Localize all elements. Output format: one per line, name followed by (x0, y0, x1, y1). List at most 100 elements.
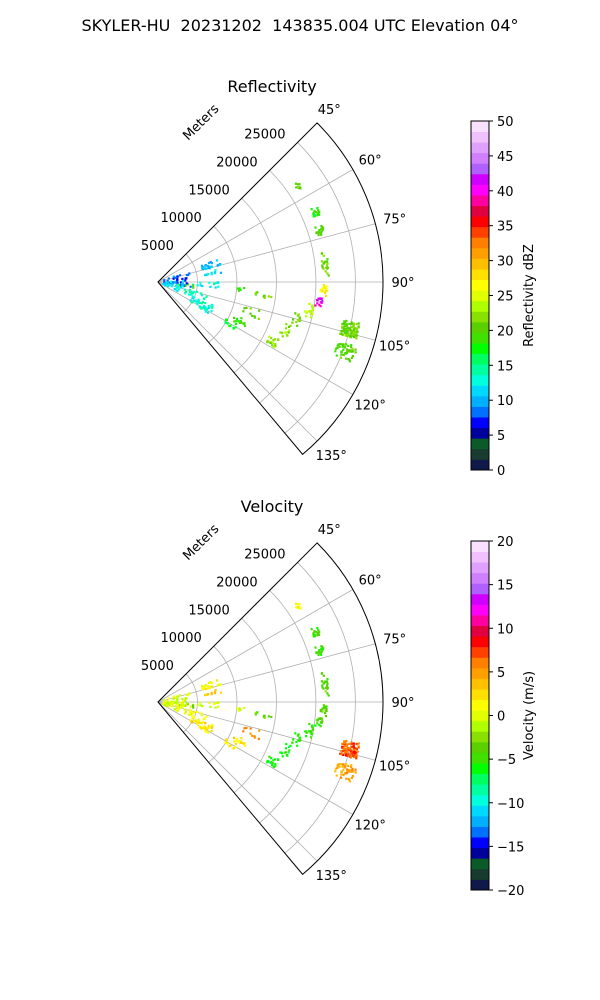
echo-gate (315, 651, 318, 655)
echo-gate (317, 653, 320, 657)
echo-gate (345, 351, 349, 355)
echo-gate (311, 308, 315, 311)
echo-gate (319, 288, 322, 292)
echo-gate (322, 674, 325, 677)
echo-gate (273, 758, 276, 761)
echo-gate (348, 360, 351, 363)
echo-gate (307, 730, 311, 733)
echo-gate (353, 326, 356, 330)
echo-gate (191, 721, 194, 724)
echo-gate (340, 353, 343, 356)
echo-gate (318, 210, 321, 213)
echo-gate (199, 281, 202, 284)
echo-gate (291, 738, 295, 741)
echo-gate (166, 281, 169, 284)
echo-gate (354, 348, 357, 351)
echo-gate (349, 747, 352, 750)
echo-gate (354, 768, 357, 771)
echo-gate (207, 692, 210, 696)
echo-gate (353, 746, 356, 750)
echo-cluster (291, 312, 302, 327)
echo-gate (317, 213, 321, 216)
echo-gate (205, 693, 208, 696)
echo-gate (357, 745, 360, 748)
echo-gate (188, 708, 191, 712)
colorbar-segment (471, 847, 489, 859)
echo-gate (210, 271, 213, 274)
colorbar-tick-label: 50 (497, 115, 514, 130)
echo-gate (194, 719, 197, 722)
echo-gate (240, 317, 243, 320)
angle-gridline (157, 281, 354, 395)
echo-gate (225, 318, 228, 321)
angle-gridline (157, 701, 354, 815)
echo-gate (271, 344, 274, 347)
echo-gate (175, 707, 178, 710)
echo-gate (342, 348, 345, 352)
echo-gate (291, 741, 294, 744)
colorbar-segment (471, 551, 489, 563)
echo-gate (319, 290, 322, 293)
echo-gate (240, 737, 243, 740)
echo-gate (316, 206, 319, 210)
echo-cluster (294, 602, 302, 610)
echo-gate (350, 322, 354, 326)
echo-gate (183, 708, 186, 711)
range-tick-label: 15000 (188, 603, 229, 618)
echo-gate (345, 750, 348, 754)
echo-gate (184, 292, 187, 295)
echo-gate (210, 691, 213, 694)
echo-gate (202, 306, 205, 310)
echo-gate (337, 763, 340, 766)
echo-gate (273, 765, 276, 769)
echo-gate (342, 343, 345, 346)
echo-gate (334, 347, 338, 350)
echo-gate (341, 753, 345, 757)
echo-gate (170, 285, 173, 288)
echo-gate (238, 287, 241, 290)
echo-cluster (291, 732, 302, 747)
echo-gate (308, 722, 311, 726)
echo-gate (349, 335, 352, 338)
echo-gate (320, 717, 324, 720)
echo-gate (321, 287, 324, 290)
echo-gate (253, 315, 256, 318)
echo-gate (209, 681, 212, 684)
colorbar-segment (471, 678, 489, 690)
echo-gate (205, 687, 208, 691)
echo-gate (210, 726, 214, 729)
colorbar-segment (471, 195, 489, 207)
echo-gate (181, 285, 184, 288)
echo-gate (295, 606, 298, 609)
echo-gate (163, 279, 166, 282)
echo-gate (184, 279, 187, 282)
echo-gate (298, 316, 301, 319)
angle-tick-label: 90° (391, 276, 414, 291)
echo-cluster (183, 708, 208, 724)
echo-gate (188, 710, 192, 713)
echo-gate (320, 672, 323, 675)
echo-gate (185, 282, 188, 285)
colorbar-segment (471, 332, 489, 344)
echo-gate (305, 730, 308, 733)
echo-gate (319, 721, 323, 724)
echo-gate (166, 704, 169, 707)
echo-gate (172, 275, 175, 278)
echo-cluster (204, 689, 223, 697)
colorbar-segment (471, 163, 489, 175)
echo-gate (299, 738, 302, 741)
echo-cluster (266, 755, 280, 769)
echo-gate (281, 752, 284, 755)
echo-gate (204, 310, 207, 313)
echo-gate (326, 692, 329, 695)
echo-gate (270, 715, 273, 719)
echo-gate (321, 709, 324, 713)
colorbar-tick-label: −10 (497, 797, 524, 812)
echo-gate (267, 715, 271, 718)
echo-gate (243, 727, 246, 730)
echo-cluster (254, 711, 273, 719)
echo-gate (344, 743, 347, 746)
echo-gate (181, 703, 184, 706)
echo-gate (319, 708, 322, 712)
angle-tick-label: 105° (379, 759, 410, 774)
